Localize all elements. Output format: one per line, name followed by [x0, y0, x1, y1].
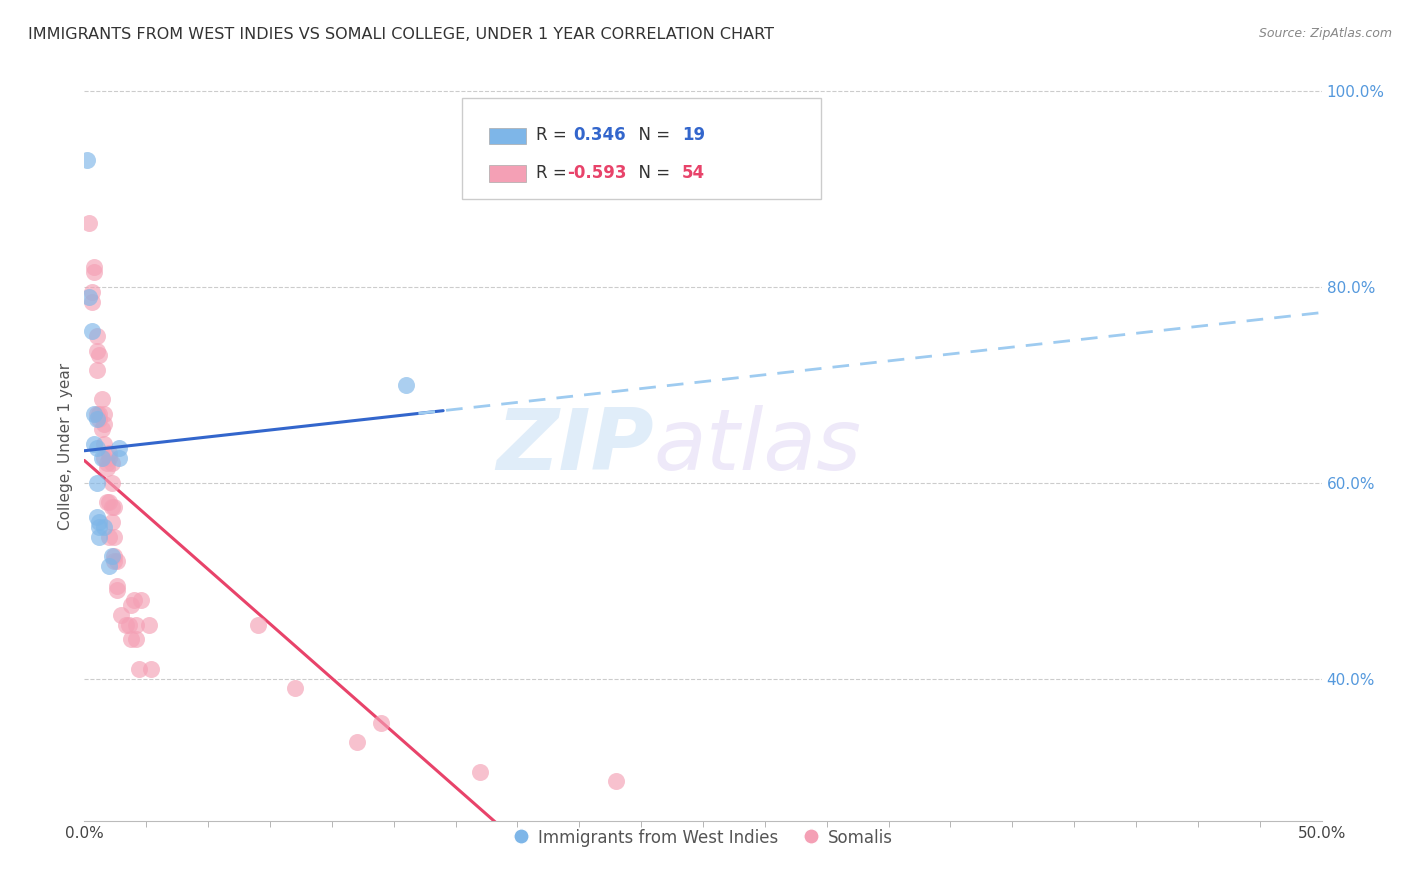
Point: [100, 475, 122, 490]
Text: ZIP: ZIP: [496, 404, 654, 488]
Point: [86, 475, 108, 490]
Point: [86, 363, 108, 377]
Point: [103, 554, 125, 568]
Point: [138, 617, 160, 632]
Point: [370, 715, 392, 730]
Point: [86, 407, 108, 421]
Point: [246, 617, 269, 632]
Text: 0.346: 0.346: [574, 126, 626, 144]
Point: [93, 520, 115, 534]
Point: [83, 260, 105, 275]
Point: [80, 285, 103, 299]
Text: IMMIGRANTS FROM WEST INDIES VS SOMALI COLLEGE, UNDER 1 YEAR CORRELATION CHART: IMMIGRANTS FROM WEST INDIES VS SOMALI CO…: [28, 27, 775, 42]
Text: -0.593: -0.593: [567, 163, 627, 181]
Point: [120, 632, 142, 647]
Point: [105, 554, 128, 568]
Text: R =: R =: [536, 163, 572, 181]
Point: [100, 515, 122, 529]
FancyBboxPatch shape: [489, 128, 526, 144]
Point: [96, 495, 118, 509]
Y-axis label: College, Under 1 year: College, Under 1 year: [58, 362, 73, 530]
Point: [79, 290, 101, 304]
Point: [93, 436, 115, 450]
Point: [93, 407, 115, 421]
Point: [90, 451, 112, 466]
FancyBboxPatch shape: [461, 97, 821, 199]
Point: [86, 412, 108, 426]
Point: [128, 662, 150, 676]
Point: [125, 632, 148, 647]
Point: [80, 294, 103, 309]
Point: [103, 530, 125, 544]
Point: [89, 515, 111, 529]
Point: [98, 446, 121, 460]
Point: [108, 442, 131, 456]
Point: [76, 153, 98, 167]
Point: [96, 456, 118, 470]
Point: [80, 324, 103, 338]
Text: N =: N =: [627, 163, 675, 181]
Point: [86, 510, 108, 524]
Point: [79, 216, 101, 230]
Legend: Immigrants from West Indies, Somalis: Immigrants from West Indies, Somalis: [506, 822, 900, 854]
Point: [83, 436, 105, 450]
Text: R =: R =: [536, 126, 572, 144]
Point: [89, 530, 111, 544]
Point: [115, 617, 138, 632]
Point: [103, 500, 125, 515]
Point: [89, 348, 111, 362]
Point: [108, 451, 131, 466]
Point: [98, 451, 121, 466]
Point: [284, 681, 307, 696]
Point: [100, 500, 122, 515]
Point: [86, 328, 108, 343]
Point: [141, 662, 163, 676]
Point: [93, 417, 115, 431]
Point: [103, 549, 125, 564]
Point: [105, 578, 128, 592]
Text: 19: 19: [682, 126, 704, 144]
Point: [83, 407, 105, 421]
Point: [90, 422, 112, 436]
Point: [89, 520, 111, 534]
Text: Source: ZipAtlas.com: Source: ZipAtlas.com: [1258, 27, 1392, 40]
Point: [105, 583, 128, 598]
Point: [395, 377, 418, 392]
Point: [100, 549, 122, 564]
Point: [129, 593, 152, 607]
Point: [100, 456, 122, 470]
Point: [605, 774, 627, 789]
Point: [118, 617, 141, 632]
Point: [122, 593, 145, 607]
Point: [89, 412, 111, 426]
Point: [125, 617, 148, 632]
Point: [86, 442, 108, 456]
Point: [346, 735, 368, 749]
Point: [90, 392, 112, 407]
Point: [93, 451, 115, 466]
FancyBboxPatch shape: [489, 165, 526, 181]
Point: [83, 265, 105, 279]
Text: N =: N =: [627, 126, 675, 144]
Point: [96, 461, 118, 475]
Point: [98, 559, 121, 574]
Point: [89, 407, 111, 421]
Point: [110, 607, 132, 622]
Text: atlas: atlas: [654, 404, 862, 488]
Point: [98, 530, 121, 544]
Point: [98, 495, 121, 509]
Point: [86, 343, 108, 358]
Point: [470, 764, 492, 779]
Point: [120, 598, 142, 612]
Text: 54: 54: [682, 163, 704, 181]
